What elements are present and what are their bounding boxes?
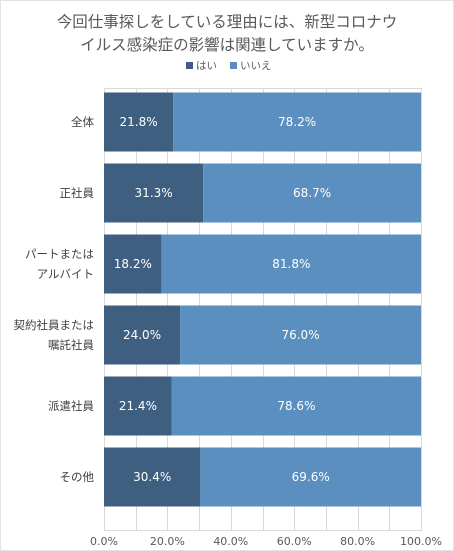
bars (104, 92, 421, 507)
legend-label-yes: はい (196, 60, 217, 72)
bar-yes-segment (104, 305, 181, 365)
data-label-no: 78.6% (277, 399, 315, 413)
data-label-yes: 30.4% (133, 470, 171, 484)
bar-yes-segment (104, 234, 162, 294)
category-label: 全体 (71, 115, 94, 129)
category-label: 嘱託社員 (48, 338, 94, 352)
legend-swatch-yes (186, 62, 193, 69)
data-label-yes: 21.8% (119, 115, 157, 129)
chart-title: 今回仕事探しをしている理由には、新型コロナウ イルス感染症の影響は関連しています… (57, 13, 398, 54)
chart-title-line-1: 今回仕事探しをしている理由には、新型コロナウ (57, 13, 398, 31)
category-label: その他 (60, 470, 95, 484)
data-label-yes: 24.0% (123, 328, 161, 342)
bar-no-segment (200, 447, 421, 507)
category-label: アルバイト (37, 267, 94, 281)
data-label-yes: 18.2% (114, 257, 152, 271)
data-label-no: 78.2% (278, 115, 316, 129)
x-tick-label: 40.0% (213, 535, 248, 548)
bar-yes-segment (104, 163, 204, 223)
data-label-yes: 31.3% (135, 186, 173, 200)
bar-no-segment (161, 234, 421, 294)
category-label: 派遣社員 (48, 399, 94, 413)
x-tick-label: 100.0% (400, 535, 442, 548)
bar-no-segment (171, 376, 421, 436)
bar-no-segment (180, 305, 421, 365)
x-tick-label: 20.0% (150, 535, 185, 548)
legend-label-no: いいえ (240, 60, 272, 72)
data-label-no: 81.8% (272, 257, 310, 271)
data-label-yes: 21.4% (119, 399, 157, 413)
bar-yes-segment (104, 92, 174, 152)
category-label: パートまたは (25, 247, 94, 261)
data-label-no: 69.6% (292, 470, 330, 484)
category-label: 契約社員または (14, 318, 95, 332)
category-label: 正社員 (60, 186, 95, 200)
x-tick-label: 60.0% (277, 535, 312, 548)
x-tick-label: 0.0% (90, 535, 118, 548)
data-label-no: 68.7% (293, 186, 331, 200)
bar-no-segment (173, 92, 421, 152)
chart-title-line-2: イルス感染症の影響は関連していますか。 (80, 36, 374, 54)
value-axis: 0.0% 20.0% 40.0% 60.0% 80.0% 100.0% (90, 535, 442, 548)
data-label-no: 76.0% (281, 328, 319, 342)
legend-swatch-no (230, 62, 237, 69)
bar-yes-segment (104, 376, 172, 436)
x-tick-label: 80.0% (340, 535, 375, 548)
data-labels: 21.8% 78.2% 31.3% 68.7% 18.2% 81.8% 24.0% 76.0%… (114, 115, 331, 484)
bar-yes-segment (104, 447, 201, 507)
legend: はい いいえ (186, 60, 272, 72)
bar-no-segment (203, 163, 421, 223)
